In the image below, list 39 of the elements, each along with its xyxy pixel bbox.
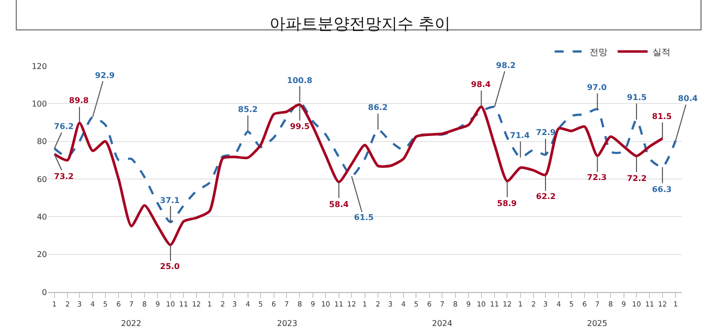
annotation: 72.3 [587, 173, 607, 182]
annotation: 81.5 [652, 112, 672, 121]
annotation: 99.5 [290, 122, 310, 131]
legend-label: 전망 [590, 48, 608, 58]
y-tick-label: 20 [36, 250, 47, 260]
annotation: 66.3 [652, 185, 672, 194]
annotation: 72.9 [536, 128, 556, 137]
text: 2023 [277, 319, 298, 328]
annotation: 62.2 [536, 192, 556, 201]
annotation: 89.8 [69, 96, 90, 105]
annotation: 58.9 [497, 199, 518, 208]
chart-title: 아파트분양전망지수 추이 [269, 14, 451, 34]
text: 2025 [587, 319, 608, 328]
y-tick-label: 0 [42, 288, 47, 297]
annotation: 73.2 [54, 172, 74, 181]
annotation: 61.5 [354, 213, 374, 222]
annotation: 92.9 [95, 71, 116, 80]
annotation: 25.0 [160, 262, 180, 271]
y-tick-label: 60 [36, 174, 47, 184]
text: 2024 [432, 319, 452, 328]
y-tick-label: 120 [32, 62, 47, 71]
annotation: 37.1 [160, 196, 180, 205]
annotation: 86.2 [368, 103, 388, 112]
annotation: 72.2 [627, 174, 647, 183]
annotation: 98.4 [471, 80, 492, 89]
annotation: 58.4 [329, 200, 350, 209]
legend-label: 실적 [652, 48, 671, 58]
y-tick-label: 80 [36, 137, 47, 146]
annotation: 71.4 [510, 131, 530, 140]
annotation: 100.8 [287, 76, 313, 85]
annotation: 91.5 [627, 93, 648, 102]
text: 2022 [121, 319, 142, 328]
annotation: 76.2 [54, 122, 74, 131]
annotation: 80.4 [678, 94, 698, 103]
y-tick-label: 40 [36, 212, 47, 222]
annotation: 98.2 [496, 61, 516, 70]
y-tick-label: 100 [32, 99, 47, 108]
annotation: 97.0 [587, 83, 608, 92]
annotation: 85.2 [238, 105, 258, 114]
